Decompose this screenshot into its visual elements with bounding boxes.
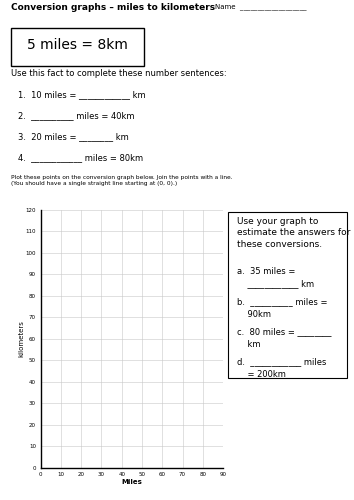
Text: 1.  10 miles = ____________ km: 1. 10 miles = ____________ km (18, 90, 145, 99)
Text: 5 miles = 8km: 5 miles = 8km (28, 38, 128, 52)
Text: 2.  __________ miles = 40km: 2. __________ miles = 40km (18, 111, 134, 120)
Text: Use this fact to complete these number sentences:: Use this fact to complete these number s… (11, 68, 226, 78)
FancyBboxPatch shape (228, 212, 348, 378)
Text: Use your graph to
estimate the answers for
these conversions.: Use your graph to estimate the answers f… (237, 216, 350, 250)
FancyBboxPatch shape (11, 28, 144, 66)
Text: d.  ____________ miles
    = 200km: d. ____________ miles = 200km (237, 358, 326, 379)
Text: 4.  ____________ miles = 80km: 4. ____________ miles = 80km (18, 153, 143, 162)
Y-axis label: kilometers: kilometers (18, 320, 24, 357)
Text: Name  ___________________: Name ___________________ (215, 4, 306, 10)
X-axis label: Miles: Miles (121, 479, 142, 485)
Text: Plot these points on the conversion graph below. Join the points with a line.
(Y: Plot these points on the conversion grap… (11, 175, 232, 186)
Text: b.  __________ miles =
    90km: b. __________ miles = 90km (237, 297, 327, 318)
Text: 3.  20 miles = ________ km: 3. 20 miles = ________ km (18, 132, 129, 141)
Text: Conversion graphs – miles to kilometers: Conversion graphs – miles to kilometers (11, 4, 215, 13)
Text: c.  80 miles = ________
    km: c. 80 miles = ________ km (237, 327, 331, 349)
Text: a.  35 miles =
    ____________ km: a. 35 miles = ____________ km (237, 267, 314, 288)
